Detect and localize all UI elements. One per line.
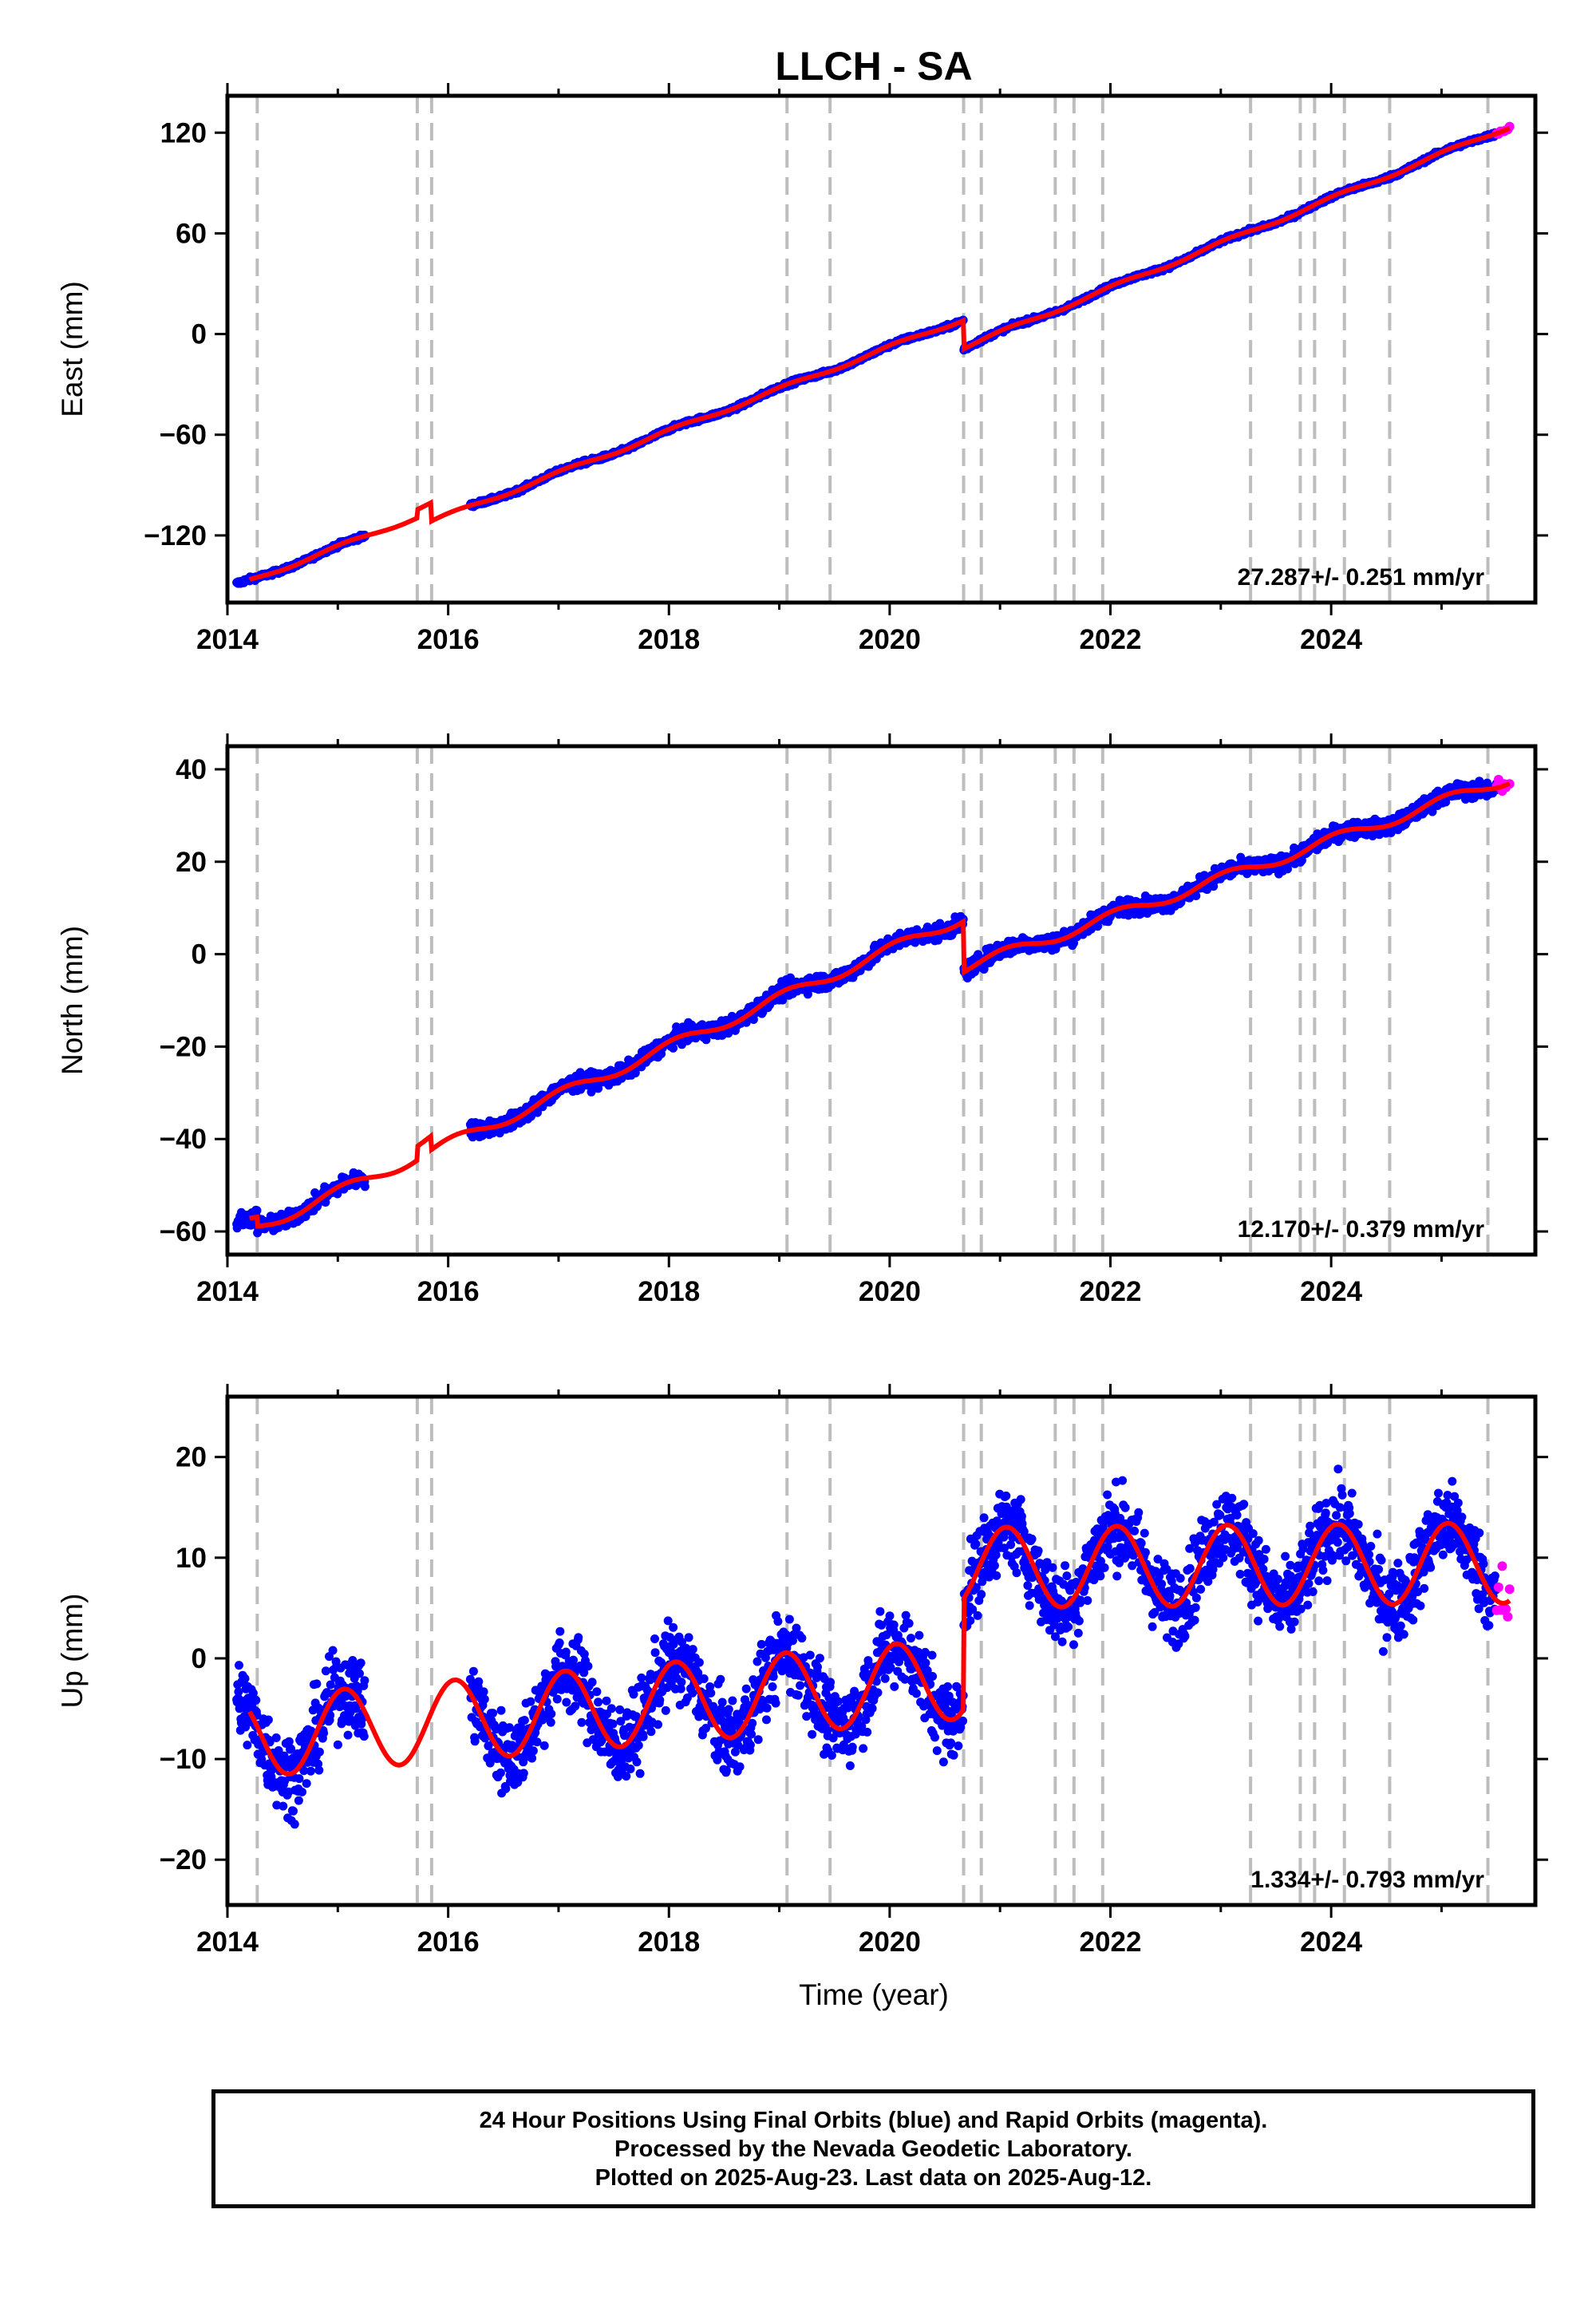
y-tick-label: −120 xyxy=(144,520,207,551)
data-points xyxy=(232,774,1515,1238)
x-tick-label: 2016 xyxy=(417,624,480,655)
x-tick-label: 2022 xyxy=(1080,624,1142,655)
x-tick-label: 2024 xyxy=(1300,624,1362,655)
final-orbit-point xyxy=(252,1206,262,1215)
y-axis-label: East (mm) xyxy=(56,281,89,417)
y-tick-label: 120 xyxy=(160,117,207,148)
x-tick-label: 2014 xyxy=(196,624,259,655)
final-orbit-point xyxy=(360,1182,369,1192)
y-tick-label: 60 xyxy=(176,218,207,249)
rate-label: 27.287+/- 0.251 mm/yr xyxy=(1238,564,1485,591)
x-tick-label: 2020 xyxy=(859,624,921,655)
y-tick-label: −60 xyxy=(160,420,207,451)
chart-title: LLCH - SA xyxy=(775,44,972,89)
x-tick-label: 2018 xyxy=(638,624,700,655)
y-tick-label: 0 xyxy=(192,319,207,350)
final-orbit-point xyxy=(669,1043,678,1053)
panel-east: −120 −60 0 60 120 2014 2016 2018 2020 2022 2024 Eas… xyxy=(56,83,1548,655)
